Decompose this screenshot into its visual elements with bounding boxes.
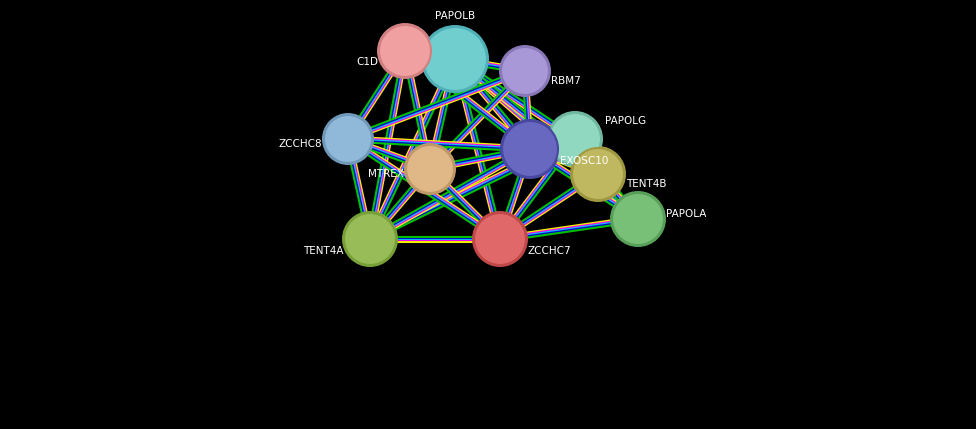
Circle shape bbox=[501, 47, 549, 95]
Text: ZCCHC7: ZCCHC7 bbox=[527, 246, 571, 256]
Circle shape bbox=[474, 213, 526, 265]
Circle shape bbox=[342, 211, 398, 267]
Circle shape bbox=[499, 45, 551, 97]
Text: MTREX: MTREX bbox=[368, 169, 404, 179]
Circle shape bbox=[421, 25, 489, 93]
Text: C1D: C1D bbox=[356, 57, 378, 67]
Text: TENT4A: TENT4A bbox=[304, 246, 344, 256]
Circle shape bbox=[404, 143, 456, 195]
Circle shape bbox=[322, 113, 374, 165]
Circle shape bbox=[406, 145, 454, 193]
Circle shape bbox=[572, 148, 624, 200]
Circle shape bbox=[570, 146, 626, 202]
Text: PAPOLB: PAPOLB bbox=[435, 11, 475, 21]
Text: TENT4B: TENT4B bbox=[626, 179, 667, 189]
Circle shape bbox=[379, 25, 431, 77]
Circle shape bbox=[324, 115, 372, 163]
Circle shape bbox=[344, 213, 396, 265]
Circle shape bbox=[502, 121, 558, 177]
Text: ZCCHC8: ZCCHC8 bbox=[278, 139, 322, 149]
Text: PAPOLA: PAPOLA bbox=[666, 209, 707, 219]
Text: EXOSC10: EXOSC10 bbox=[560, 156, 608, 166]
Circle shape bbox=[549, 113, 601, 165]
Text: PAPOLG: PAPOLG bbox=[605, 116, 646, 126]
Circle shape bbox=[423, 27, 487, 91]
Circle shape bbox=[610, 191, 666, 247]
Circle shape bbox=[547, 111, 603, 167]
Circle shape bbox=[612, 193, 664, 245]
Text: RBM7: RBM7 bbox=[551, 76, 581, 86]
Circle shape bbox=[472, 211, 528, 267]
Circle shape bbox=[500, 119, 560, 179]
Circle shape bbox=[377, 23, 433, 79]
